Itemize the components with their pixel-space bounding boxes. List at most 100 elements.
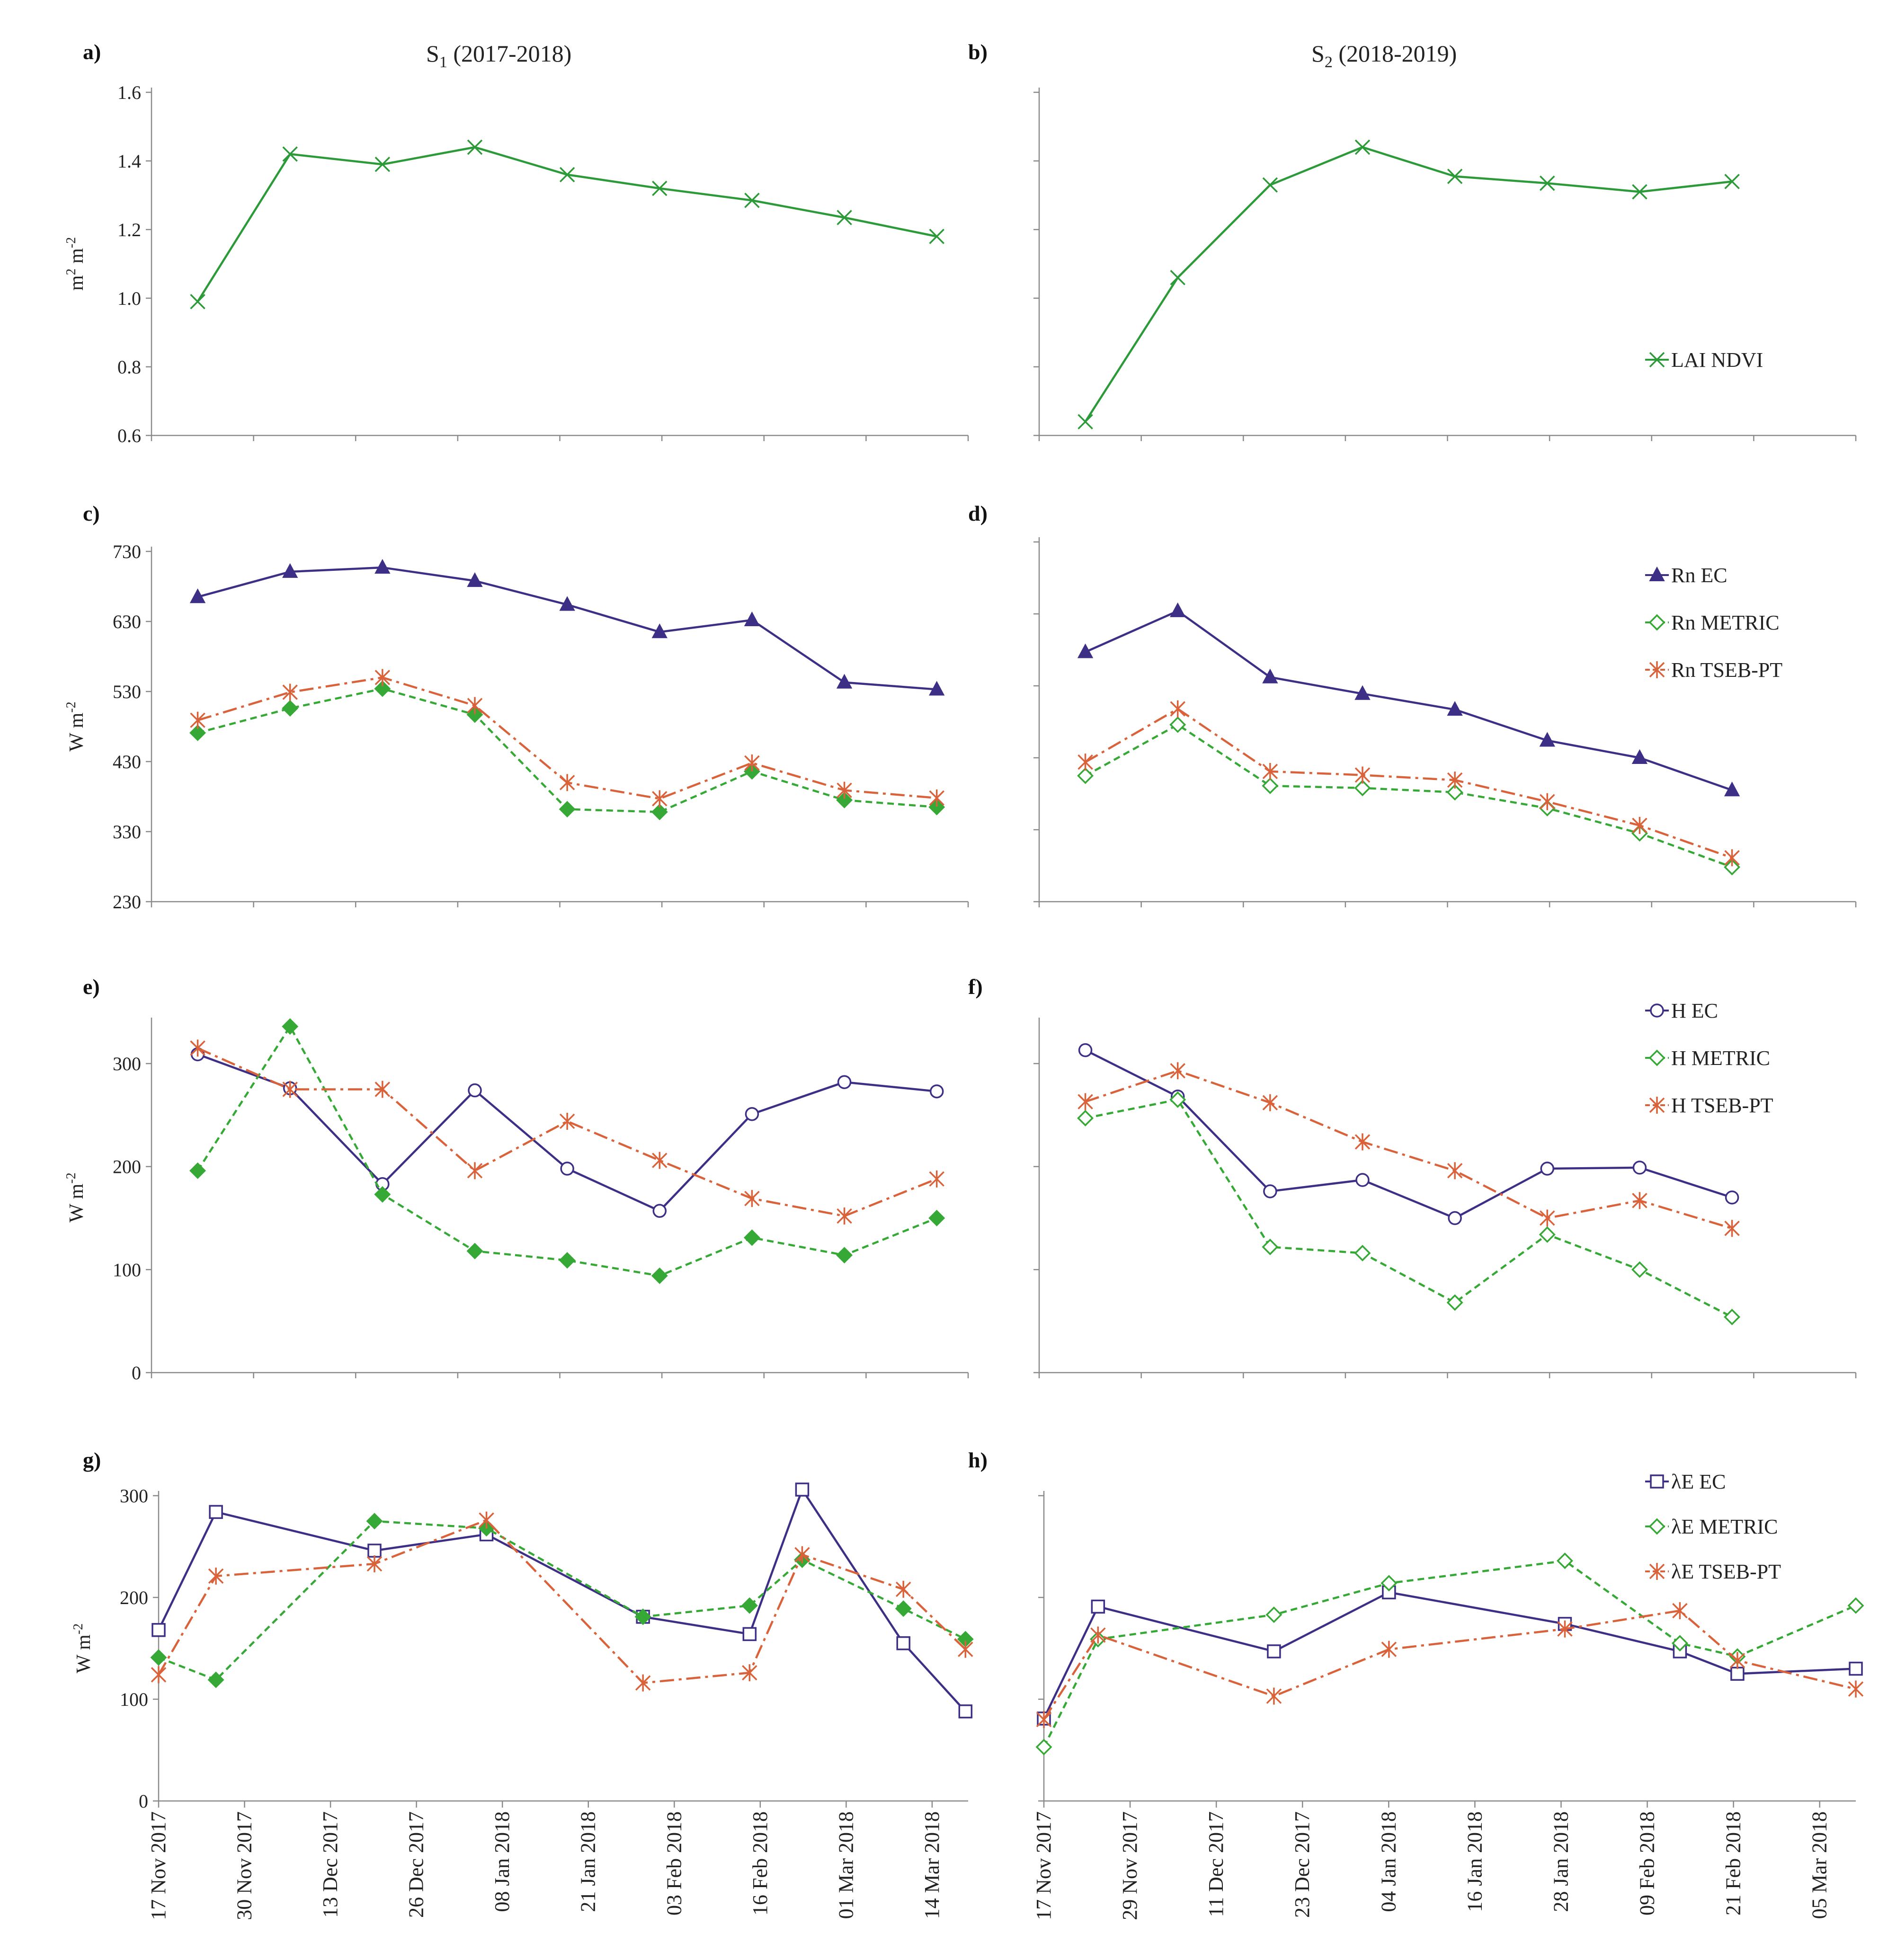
data-point	[1540, 175, 1555, 191]
x-date-label: 13 Dec 2017	[319, 1811, 342, 1918]
data-point	[374, 559, 391, 574]
series-line	[158, 1519, 966, 1684]
data-point	[560, 1162, 574, 1176]
data-point	[468, 1083, 482, 1098]
data-point	[1354, 1245, 1371, 1262]
data-point	[1170, 1062, 1185, 1080]
data-point	[929, 1170, 944, 1188]
series-h-ec	[190, 1047, 944, 1218]
data-point	[958, 1704, 973, 1719]
panel-f: f) H EC H METRIC H TSEB-PT	[968, 975, 1857, 1378]
legend-marker	[1648, 1518, 1665, 1535]
data-point	[1724, 174, 1740, 189]
panel-b: b) LAI NDVI	[968, 40, 1857, 441]
x-date-label: 23 Dec 2017	[1291, 1811, 1314, 1918]
data-point	[1355, 1173, 1370, 1187]
panel-label: b)	[968, 40, 988, 64]
x-date-label: 21 Jan 2018	[577, 1811, 600, 1912]
y-tick-label: 430	[113, 751, 141, 772]
data-point	[837, 1075, 852, 1089]
data-point	[189, 588, 206, 603]
data-point	[896, 1636, 910, 1650]
data-point	[836, 1247, 853, 1264]
data-point	[742, 1627, 757, 1641]
series-lee-tseb-pt	[1036, 1602, 1864, 1728]
data-point	[1539, 732, 1555, 747]
y-tick-label: 0.6	[117, 425, 141, 446]
data-point	[1724, 1308, 1741, 1325]
data-point	[1632, 816, 1648, 834]
legend-entry: λE TSEB-PT	[1671, 1560, 1781, 1583]
data-point	[466, 1242, 483, 1259]
x-date-label: 05 Mar 2018	[1808, 1811, 1831, 1919]
data-point	[1036, 1711, 1052, 1728]
x-date-label: 17 Nov 2017	[1032, 1811, 1055, 1920]
y-tick-label: 300	[113, 1053, 141, 1074]
data-point	[1265, 1606, 1282, 1623]
data-point	[836, 791, 853, 808]
data-point	[479, 1511, 494, 1529]
legend-entry: H EC	[1671, 999, 1718, 1022]
data-point	[1262, 777, 1279, 794]
data-point	[1724, 781, 1740, 797]
panel-a: a) 0.6 0.8 1.0 1.2 1.4 1.6 m2 m-2	[64, 40, 969, 446]
series-line	[197, 1047, 937, 1217]
data-point	[282, 683, 298, 701]
data-point	[1170, 602, 1186, 617]
y-tick-label: 0	[132, 1362, 141, 1384]
data-point	[1354, 1133, 1371, 1151]
data-point	[1632, 184, 1648, 200]
panel-label: c)	[83, 501, 100, 525]
data-point	[207, 1671, 224, 1688]
panel-g: g) 0 100 200 300 W m-2	[71, 1448, 974, 1812]
data-point	[559, 1112, 575, 1130]
panel-label: a)	[83, 40, 101, 64]
series-h-tseb-pt	[190, 1039, 944, 1225]
legend-entry: Rn EC	[1671, 564, 1728, 587]
y-tick-label: 100	[113, 1259, 141, 1280]
data-point	[367, 1543, 382, 1558]
data-point	[837, 210, 852, 225]
data-point	[1540, 1162, 1555, 1176]
data-point	[652, 790, 668, 807]
data-point	[743, 1229, 760, 1246]
data-point	[1262, 1238, 1279, 1255]
data-point	[1266, 1687, 1282, 1705]
data-point	[189, 724, 206, 741]
legend: Rn EC Rn METRIC Rn TSEB-PT	[1645, 564, 1782, 682]
data-point	[1262, 1094, 1278, 1111]
data-point	[652, 180, 668, 196]
data-point	[1849, 1661, 1863, 1676]
y-axis-label: W m-2	[71, 1623, 95, 1673]
data-point	[794, 1546, 810, 1563]
data-point	[190, 1039, 205, 1057]
data-point	[745, 1107, 759, 1121]
data-point	[374, 669, 391, 686]
data-point	[1262, 177, 1278, 193]
data-point	[744, 1190, 760, 1207]
data-point	[1169, 716, 1186, 733]
y-tick-label: 1.4	[117, 151, 141, 172]
series-rn-tseb-pt	[190, 669, 944, 807]
panel-label: h)	[968, 1448, 988, 1472]
series-line	[1085, 1070, 1733, 1230]
data-point	[1631, 1261, 1648, 1278]
data-point	[1447, 1162, 1463, 1180]
data-point	[1090, 1626, 1106, 1644]
data-point	[1671, 1635, 1688, 1652]
x-date-label: 14 Mar 2018	[920, 1811, 944, 1919]
data-point	[1632, 1161, 1647, 1175]
series-line	[1043, 1609, 1856, 1721]
data-point	[651, 623, 668, 639]
legend-marker	[1649, 352, 1665, 368]
data-point	[374, 680, 391, 697]
data-point	[1447, 701, 1463, 716]
panel-label: d)	[968, 501, 988, 525]
data-point	[1729, 1652, 1746, 1669]
series-line	[1085, 723, 1733, 869]
data-point	[190, 294, 205, 310]
panel-label: g)	[83, 1448, 101, 1472]
data-point	[651, 1267, 668, 1284]
data-point	[1078, 1043, 1093, 1057]
legend-marker	[1650, 1474, 1664, 1489]
